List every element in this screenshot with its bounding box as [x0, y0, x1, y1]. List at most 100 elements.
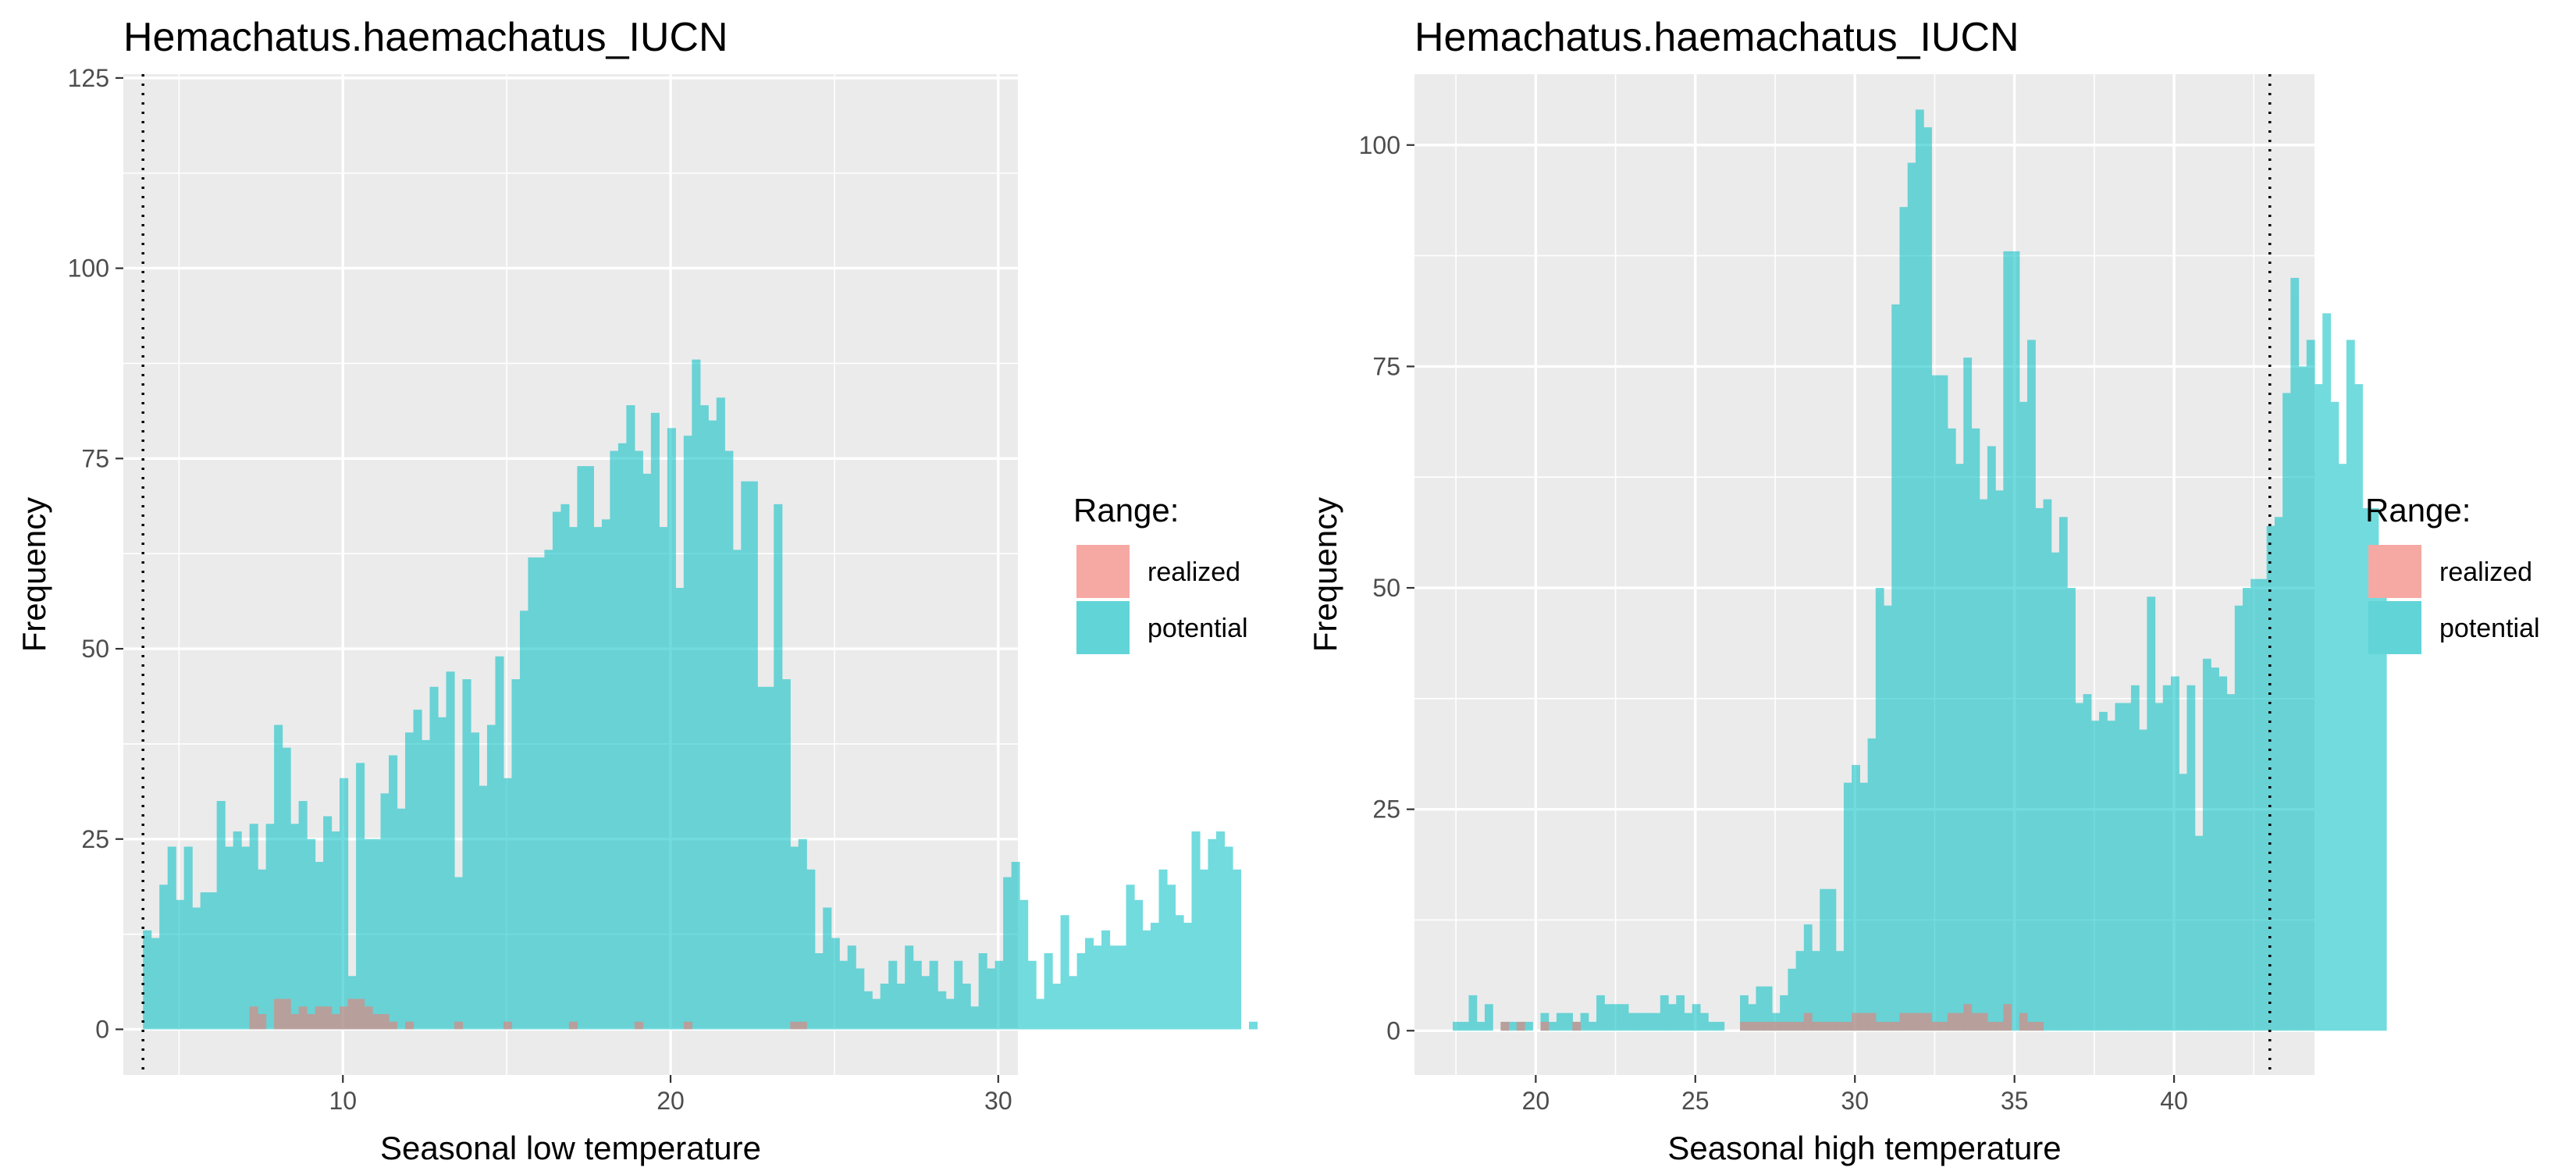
- bar-potential: [847, 945, 856, 1030]
- bar-potential: [2346, 340, 2355, 1031]
- bar-potential: [1971, 428, 1980, 1031]
- bar-realized: [1923, 1013, 1932, 1031]
- bar-realized: [1748, 1021, 1757, 1031]
- bar-realized: [1987, 1021, 1996, 1031]
- bar-potential: [2314, 384, 2323, 1031]
- bar-potential: [413, 710, 422, 1030]
- bar-potential: [1795, 951, 1805, 1031]
- bar-potential: [486, 724, 496, 1030]
- bar-potential: [233, 831, 242, 1030]
- bar-realized: [1852, 1013, 1860, 1031]
- bar-potential: [1167, 884, 1176, 1030]
- bar-potential: [356, 763, 365, 1030]
- bar-potential: [167, 846, 176, 1030]
- bar-realized: [1843, 1021, 1852, 1031]
- bar-realized: [274, 998, 283, 1030]
- bar-potential: [2202, 658, 2211, 1031]
- bar-potential: [823, 907, 832, 1030]
- bar-realized: [389, 1021, 398, 1030]
- bar-potential: [1142, 930, 1151, 1030]
- bar-potential: [216, 801, 226, 1030]
- bar-potential: [429, 686, 439, 1030]
- bar-potential: [535, 557, 546, 1030]
- bar-realized: [1907, 1013, 1916, 1031]
- bar-potential: [1812, 951, 1820, 1031]
- bar-potential: [2378, 561, 2387, 1031]
- bar-potential: [372, 838, 382, 1030]
- bar-potential: [364, 838, 373, 1030]
- bar-realized: [307, 1014, 316, 1030]
- bar-realized: [1979, 1013, 1988, 1031]
- bar-potential: [1468, 995, 1478, 1031]
- bar-potential: [872, 998, 881, 1030]
- bar-potential: [994, 960, 1004, 1030]
- x-tick-label: 35: [2001, 1087, 2029, 1115]
- bar-potential: [1620, 1004, 1629, 1031]
- bar-realized: [2035, 1021, 2044, 1031]
- bar-realized: [1891, 1021, 1901, 1031]
- x-tick-label: 30: [984, 1087, 1012, 1115]
- bar-realized: [1859, 1013, 1869, 1031]
- bar-potential: [511, 679, 521, 1030]
- bar-potential: [585, 466, 594, 1030]
- bar-potential: [2186, 685, 2196, 1031]
- bar-potential: [307, 838, 316, 1030]
- bar-potential: [1923, 127, 1932, 1031]
- bar-realized: [798, 1021, 807, 1030]
- bar-realized: [1756, 1021, 1765, 1031]
- bar-potential: [2226, 694, 2236, 1031]
- bar-potential: [2370, 507, 2379, 1031]
- bar-potential: [2282, 393, 2291, 1031]
- bar-potential: [151, 938, 160, 1030]
- bar-potential: [2290, 277, 2300, 1031]
- bar-potential: [503, 778, 513, 1030]
- bar-potential: [1644, 1013, 1653, 1031]
- bar-realized: [1812, 1021, 1820, 1031]
- bar-potential: [929, 960, 938, 1030]
- bar-potential: [954, 960, 963, 1030]
- bar-potential: [634, 450, 643, 1030]
- bar-potential: [1995, 490, 2004, 1031]
- bar-potential: [1827, 888, 1837, 1031]
- bar-potential: [2179, 774, 2188, 1031]
- bar-realized: [405, 1021, 415, 1030]
- bar-potential: [945, 998, 955, 1030]
- bar-realized: [1540, 1021, 1550, 1031]
- bar-potential: [544, 550, 553, 1030]
- legend: Range: realized potential: [1073, 492, 1248, 654]
- bar-potential: [2107, 721, 2116, 1031]
- bar-potential: [708, 420, 717, 1030]
- bar-realized: [2019, 1013, 2028, 1031]
- series-potential: [143, 359, 1258, 1030]
- bar-potential: [2322, 313, 2332, 1031]
- bar-realized: [1516, 1021, 1525, 1031]
- bar-potential: [2003, 251, 2012, 1031]
- legend-label-realized: realized: [1147, 557, 1240, 587]
- bar-potential: [1019, 899, 1029, 1030]
- bar-potential: [241, 846, 251, 1030]
- bar-realized: [1915, 1013, 1924, 1031]
- bar-potential: [2090, 721, 2100, 1031]
- bar-potential: [2243, 588, 2251, 1031]
- bar-realized: [683, 1021, 692, 1030]
- bar-realized: [1795, 1021, 1805, 1031]
- bar-realized: [1971, 1013, 1980, 1031]
- bar-potential: [479, 785, 488, 1030]
- bar-potential: [962, 984, 971, 1030]
- bar-potential: [1891, 304, 1901, 1031]
- bar-potential: [323, 816, 333, 1030]
- bar-potential: [1692, 1004, 1701, 1031]
- bar-potential: [1907, 162, 1916, 1031]
- bar-potential: [1867, 738, 1877, 1031]
- bar-potential: [552, 511, 562, 1030]
- bar-potential: [331, 831, 340, 1030]
- bar-potential: [1158, 869, 1168, 1030]
- bar-realized: [568, 1021, 578, 1030]
- bar-potential: [2035, 507, 2044, 1031]
- bar-realized: [503, 1021, 513, 1030]
- bar-realized: [347, 998, 357, 1030]
- bar-potential: [1484, 1004, 1493, 1031]
- chart-panel-1: 10 20 30 0 25 50 75 100 125 Hemachatus.haemachatu…: [16, 15, 1258, 1166]
- bar-potential: [389, 755, 398, 1030]
